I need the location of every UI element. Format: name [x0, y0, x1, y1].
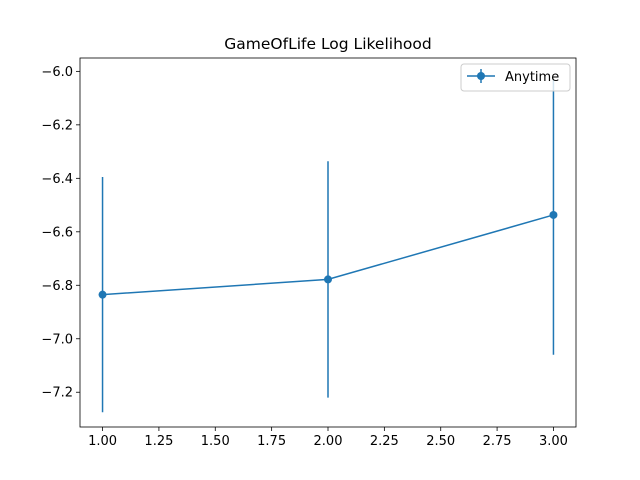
- plot-area: [98, 79, 558, 413]
- x-tick-label-1: 1.00: [88, 434, 117, 449]
- x-tick-label-4: 1.75: [257, 434, 286, 449]
- x-tick-label-9: 3.00: [539, 434, 568, 449]
- x-tick-label-3: 1.50: [201, 434, 230, 449]
- x-tick-label-6: 2.25: [370, 434, 399, 449]
- y-tick-label-1: −7.2: [41, 386, 73, 401]
- x-tick-label-8: 2.75: [483, 434, 512, 449]
- x-tick-label-7: 2.50: [426, 434, 455, 449]
- y-tick-label-4: −6.6: [41, 225, 73, 240]
- y-tick-label-6: −6.2: [41, 118, 73, 133]
- legend-frame: [460, 63, 571, 92]
- x-tick-label-5: 2.00: [314, 434, 343, 449]
- y-tick-label-7: −6.0: [41, 65, 73, 80]
- legend: Anytime: [460, 63, 571, 92]
- legend-label: Anytime: [505, 70, 559, 85]
- data-point-2: [324, 275, 332, 284]
- data-point-3: [549, 210, 558, 219]
- y-tick-label-2: −7.0: [41, 332, 73, 347]
- legend-marker: [477, 72, 485, 80]
- y-tick-label-5: −6.4: [41, 172, 73, 187]
- x-tick-label-2: 1.25: [144, 434, 173, 449]
- axes: 1.00 1.25 1.50 1.75 2.00 2.25 2.50 2.75 3.00 −7.2…: [41, 57, 577, 449]
- data-point-1: [98, 290, 107, 299]
- chart-title: GameOfLife Log Likelihood: [224, 35, 431, 53]
- y-tick-label-3: −6.8: [41, 279, 73, 294]
